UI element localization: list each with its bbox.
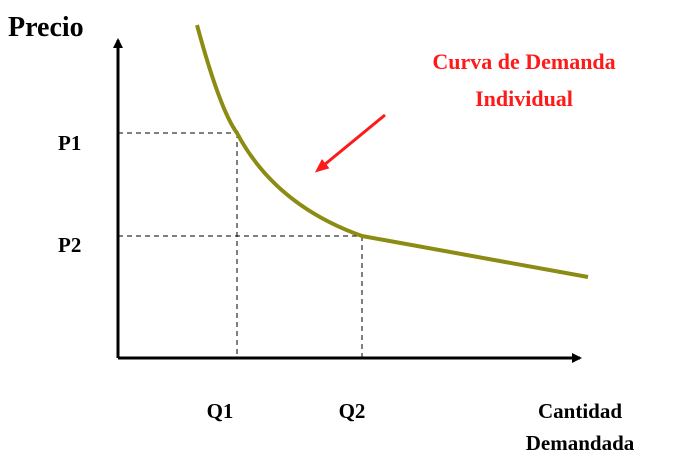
annotation-text: Curva de Demanda xyxy=(432,49,615,74)
guides xyxy=(118,132,363,358)
annotation-arrow xyxy=(314,113,386,173)
quantity-label: Q2 xyxy=(339,399,366,423)
price-label: P1 xyxy=(58,131,81,155)
annotation-text: Individual xyxy=(475,86,573,111)
demand-curve xyxy=(195,24,589,279)
y-axis-label: Precio xyxy=(8,12,84,43)
quantity-label: Q1 xyxy=(207,399,234,423)
price-label: P2 xyxy=(58,233,81,257)
x-axis-label: Demandada xyxy=(526,431,635,455)
x-axis-label: Cantidad xyxy=(538,399,622,423)
